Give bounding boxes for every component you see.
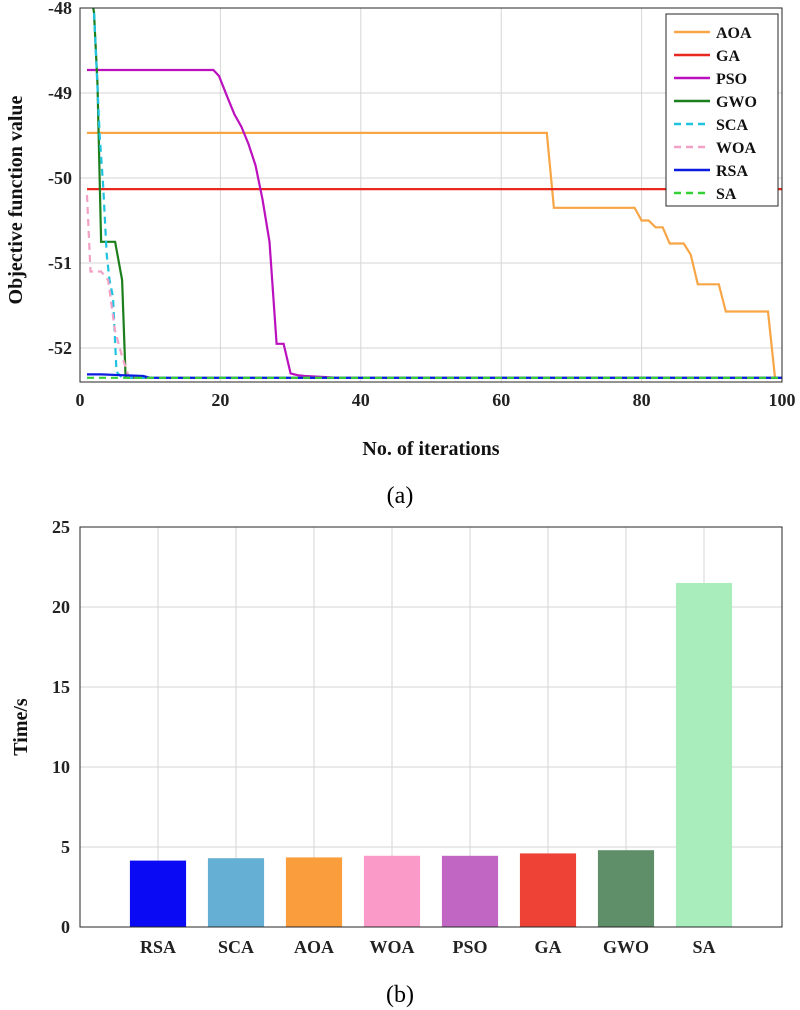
bar-woa xyxy=(363,855,421,927)
x-tick-label: 20 xyxy=(211,390,229,410)
plot-frame-a xyxy=(79,7,783,383)
legend-label: SCA xyxy=(716,117,748,134)
x-tick-label: WOA xyxy=(370,937,415,957)
bar-pso xyxy=(441,855,499,927)
panel-label-b: (b) xyxy=(386,982,414,1008)
y-tick-label: -51 xyxy=(48,253,72,273)
bars xyxy=(129,583,733,927)
x-tick-label: 0 xyxy=(76,390,85,410)
y-tick-label: -48 xyxy=(48,0,72,18)
x-tick-label: GA xyxy=(535,937,562,957)
legend-label: GA xyxy=(716,48,740,65)
x-tick-label: PSO xyxy=(452,937,487,957)
y-tick-label: 25 xyxy=(52,517,70,537)
x-tick-label: 40 xyxy=(352,390,370,410)
plot-frame-b xyxy=(79,526,783,928)
x-tick-label: 80 xyxy=(633,390,651,410)
x-tick-label: 60 xyxy=(492,390,510,410)
x-tick-label: SA xyxy=(692,937,715,957)
y-tick-label: -50 xyxy=(48,168,72,188)
y-tick-label: 15 xyxy=(52,677,70,697)
legend-label: WOA xyxy=(716,140,756,157)
series-line-rsa xyxy=(87,373,782,379)
legend-label: RSA xyxy=(716,163,748,180)
tick-labels-a: 0 20 40 60 80 100 -48 -49 -50 -51 -52 xyxy=(48,0,796,410)
series-lines xyxy=(85,8,782,379)
time-bar-chart: 0 5 10 15 20 25 RSA SCA AOA WOA PSO GA GWO SA Time/s xyxy=(10,517,783,957)
series-line-aoa xyxy=(87,131,782,379)
legend-label: AOA xyxy=(716,25,752,42)
bar-gwo xyxy=(597,850,655,927)
legend: AOA GA PSO GWO SCA WOA RSA SA xyxy=(665,13,779,207)
grid-a xyxy=(80,8,782,382)
x-tick-label: SCA xyxy=(218,937,254,957)
legend-box xyxy=(665,13,779,207)
convergence-chart: 0 20 40 60 80 100 -48 -49 -50 -51 -52 No. of itera… xyxy=(5,0,796,460)
y-tick-label: 10 xyxy=(52,757,70,777)
bar-sca xyxy=(207,858,265,927)
x-tick-label: GWO xyxy=(603,937,649,957)
series-line-woa xyxy=(85,194,782,379)
tick-labels-b: 0 5 10 15 20 25 RSA SCA AOA WOA PSO GA GWO SA xyxy=(52,517,716,957)
y-tick-label: -52 xyxy=(48,338,72,358)
panel-label-a: (a) xyxy=(387,483,414,509)
x-axis-label: No. of iterations xyxy=(362,438,499,460)
x-tick-label: 100 xyxy=(769,390,796,410)
grid-b xyxy=(80,527,782,927)
x-tick-label: AOA xyxy=(294,937,334,957)
x-tick-label: RSA xyxy=(140,937,176,957)
legend-label: SA xyxy=(716,186,737,203)
bar-ga xyxy=(519,853,577,927)
bar-sa xyxy=(675,583,733,927)
legend-label: PSO xyxy=(716,71,747,88)
y-tick-label: 0 xyxy=(61,917,70,937)
y-tick-label: 20 xyxy=(52,597,70,617)
series-line-pso xyxy=(87,68,782,379)
bar-aoa xyxy=(285,857,343,927)
y-axis-label: Objective function value xyxy=(5,95,27,304)
legend-label: GWO xyxy=(716,94,757,111)
y-axis-label-b: Time/s xyxy=(10,698,32,756)
y-tick-label: -49 xyxy=(48,83,72,103)
y-tick-label: 5 xyxy=(61,837,70,857)
bar-rsa xyxy=(129,860,187,927)
